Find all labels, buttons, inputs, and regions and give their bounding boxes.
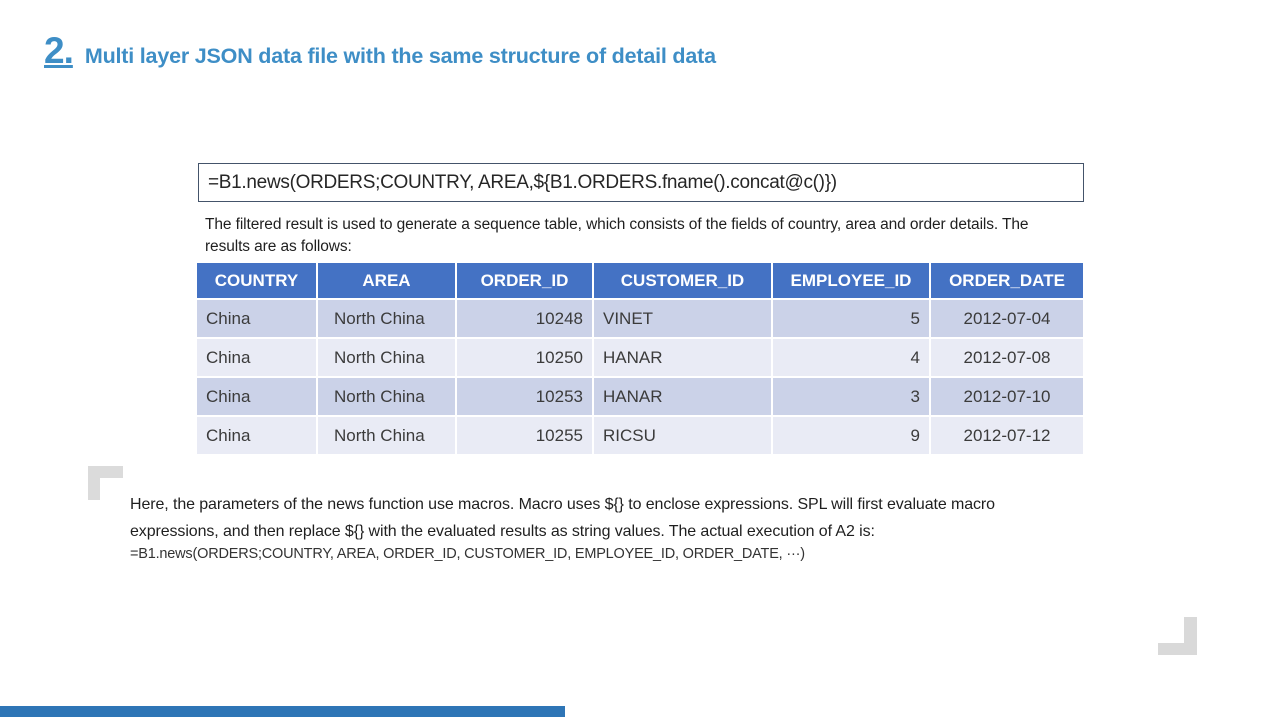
column-header-country: COUNTRY (197, 263, 316, 298)
table-cell: China (197, 378, 316, 415)
column-header-customer-id: CUSTOMER_ID (594, 263, 771, 298)
table-cell: 10248 (457, 300, 592, 337)
table-cell: China (197, 417, 316, 454)
formula-text: =B1.news(ORDERS;COUNTRY, AREA,${B1.ORDER… (208, 171, 837, 193)
bottom-accent-bar (0, 706, 565, 717)
title-number: 2. (44, 30, 74, 71)
table-cell: RICSU (594, 417, 771, 454)
table-cell: North China (318, 378, 455, 415)
table-cell: HANAR (594, 378, 771, 415)
table-cell: 10250 (457, 339, 592, 376)
footnote-paragraph: Here, the parameters of the news functio… (130, 496, 995, 540)
table-cell: 9 (773, 417, 929, 454)
table-cell: China (197, 339, 316, 376)
table-cell: 4 (773, 339, 929, 376)
table-cell: HANAR (594, 339, 771, 376)
table-cell: VINET (594, 300, 771, 337)
table-cell: China (197, 300, 316, 337)
table-cell: 5 (773, 300, 929, 337)
table-cell: North China (318, 300, 455, 337)
table-cell: 2012-07-08 (931, 339, 1083, 376)
corner-bracket-icon (1158, 617, 1197, 655)
table-cell: 2012-07-12 (931, 417, 1083, 454)
footnote-formula: =B1.news(ORDERS;COUNTRY, AREA, ORDER_ID,… (130, 546, 805, 562)
column-header-employee-id: EMPLOYEE_ID (773, 263, 929, 298)
table-cell: 3 (773, 378, 929, 415)
result-table: COUNTRY AREA ORDER_ID CUSTOMER_ID EMPLOY… (197, 263, 1083, 454)
column-header-order-date: ORDER_DATE (931, 263, 1083, 298)
table-cell: North China (318, 339, 455, 376)
table-cell: 2012-07-04 (931, 300, 1083, 337)
table-cell: 10253 (457, 378, 592, 415)
table-cell: North China (318, 417, 455, 454)
corner-bracket-icon (88, 466, 123, 500)
page-title: 2. Multi layer JSON data file with the s… (44, 30, 716, 72)
description-paragraph: The filtered result is used to generate … (205, 216, 1029, 255)
table-cell: 2012-07-10 (931, 378, 1083, 415)
formula-box: =B1.news(ORDERS;COUNTRY, AREA,${B1.ORDER… (198, 163, 1084, 202)
table-cell: 10255 (457, 417, 592, 454)
column-header-order-id: ORDER_ID (457, 263, 592, 298)
title-text: Multi layer JSON data file with the same… (84, 44, 716, 68)
column-header-area: AREA (318, 263, 455, 298)
